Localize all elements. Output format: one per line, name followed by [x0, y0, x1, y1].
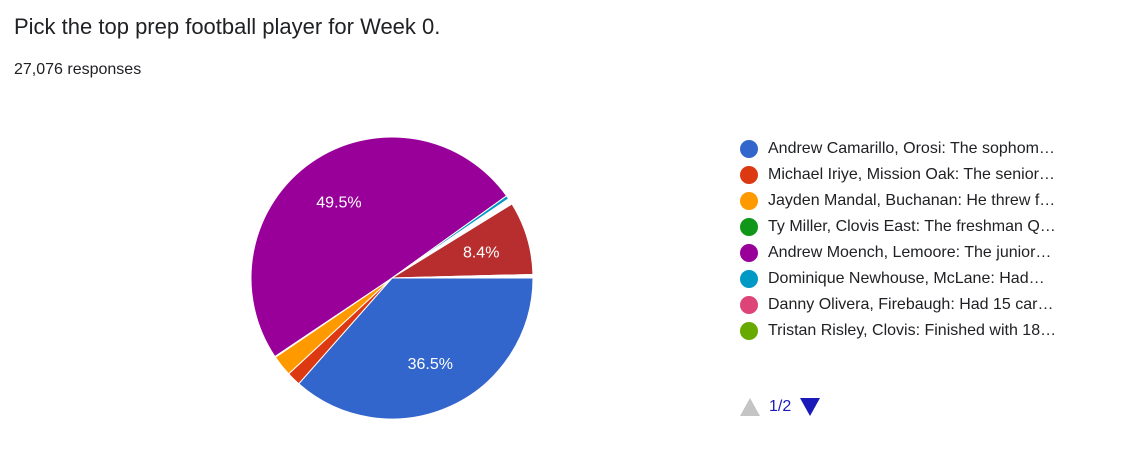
pie-slice: [250, 136, 508, 358]
slice-percent-label: 36.5%: [408, 356, 453, 373]
legend-label: Andrew Camarillo, Orosi: The sophom…: [768, 140, 1055, 157]
legend-color-dot: [740, 192, 758, 210]
legend-color-dot: [740, 244, 758, 262]
legend-label: Ty Miller, Clovis East: The freshman Q…: [768, 218, 1056, 235]
legend-item: Andrew Camarillo, Orosi: The sophom…: [740, 136, 1110, 162]
legend-color-dot: [740, 218, 758, 236]
legend-color-dot: [740, 270, 758, 288]
legend-label: Danny Olivera, Firebaugh: Had 15 car…: [768, 296, 1054, 313]
legend-item: Jayden Mandal, Buchanan: He threw f…: [740, 188, 1110, 214]
question-title: Pick the top prep football player for We…: [14, 14, 441, 39]
legend-label: Dominique Newhouse, McLane: Had…: [768, 270, 1045, 287]
legend-label: Michael Iriye, Mission Oak: The senior…: [768, 166, 1055, 183]
page-indicator: 1/2: [769, 398, 792, 415]
slice-percent-label: 49.5%: [316, 195, 361, 212]
pie-slice: [391, 273, 534, 279]
legend-item: Andrew Moench, Lemoore: The junior…: [740, 240, 1110, 266]
legend-label: Tristan Risley, Clovis: Finished with 18…: [768, 322, 1057, 339]
legend-color-dot: [740, 296, 758, 314]
legend-color-dot: [740, 322, 758, 340]
response-count: 27,076 responses: [14, 61, 142, 78]
legend-item: Tristan Risley, Clovis: Finished with 18…: [740, 318, 1110, 344]
pie-slice: [298, 277, 534, 420]
triangle-down-icon[interactable]: [800, 398, 821, 416]
legend-item: Danny Olivera, Firebaugh: Had 15 car…: [740, 292, 1110, 318]
legend-label: Andrew Moench, Lemoore: The junior…: [768, 244, 1052, 261]
legend-color-dot: [740, 140, 758, 158]
legend-item: Ty Miller, Clovis East: The freshman Q…: [740, 214, 1110, 240]
legend-color-dot: [740, 166, 758, 184]
chart-legend: Andrew Camarillo, Orosi: The sophom… Mic…: [740, 136, 1110, 344]
slice-percent-label: 8.4%: [463, 244, 499, 261]
triangle-up-icon[interactable]: [740, 398, 760, 416]
legend-pager: 1/2: [740, 398, 821, 416]
legend-label: Jayden Mandal, Buchanan: He threw f…: [768, 192, 1056, 209]
legend-item: Michael Iriye, Mission Oak: The senior…: [740, 162, 1110, 188]
legend-item: Dominique Newhouse, McLane: Had…: [740, 266, 1110, 292]
